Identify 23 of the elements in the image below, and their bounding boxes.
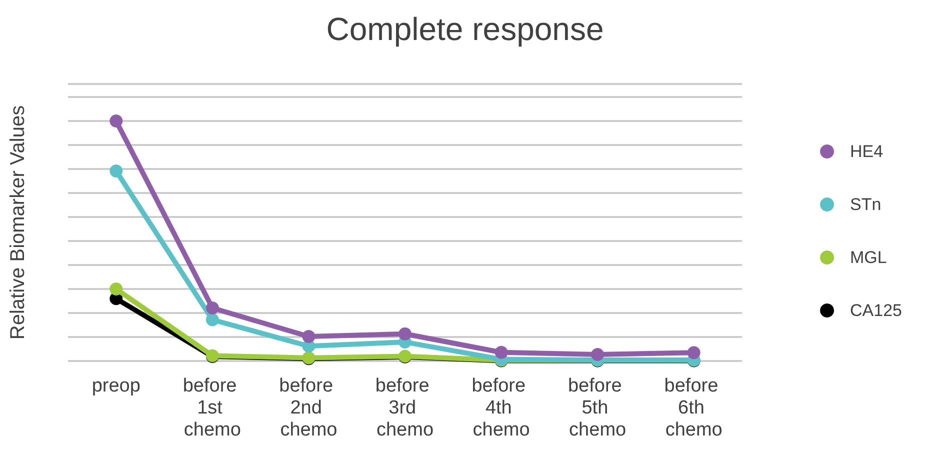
- point: [494, 346, 508, 359]
- x-tick-label: preop: [92, 376, 140, 396]
- point: [687, 346, 700, 360]
- point: [398, 327, 412, 340]
- x-tick-label: before 3rd chemo: [375, 376, 435, 440]
- x-tick-label: before 6th chemo: [664, 376, 724, 440]
- point: [110, 114, 123, 128]
- legend-label: STn: [850, 195, 882, 214]
- x-tick-label: before 1st chemo: [182, 376, 242, 440]
- point: [206, 301, 219, 314]
- point: [110, 282, 123, 296]
- point: [206, 313, 219, 326]
- legend-label: MGL: [850, 248, 887, 267]
- x-tick-label: before 4th chemo: [472, 376, 531, 440]
- point: [591, 348, 604, 362]
- x-tick-label: before 5th chemo: [568, 376, 628, 440]
- x-tick-label: before 2nd chemo: [279, 376, 338, 440]
- legend-label: CA125: [850, 301, 902, 320]
- legend-label: HE4: [850, 142, 884, 161]
- chart-title: Complete response: [326, 11, 604, 47]
- point: [110, 164, 123, 178]
- y-axis-title: Relative Biomarker Values: [7, 105, 29, 340]
- point: [302, 330, 316, 344]
